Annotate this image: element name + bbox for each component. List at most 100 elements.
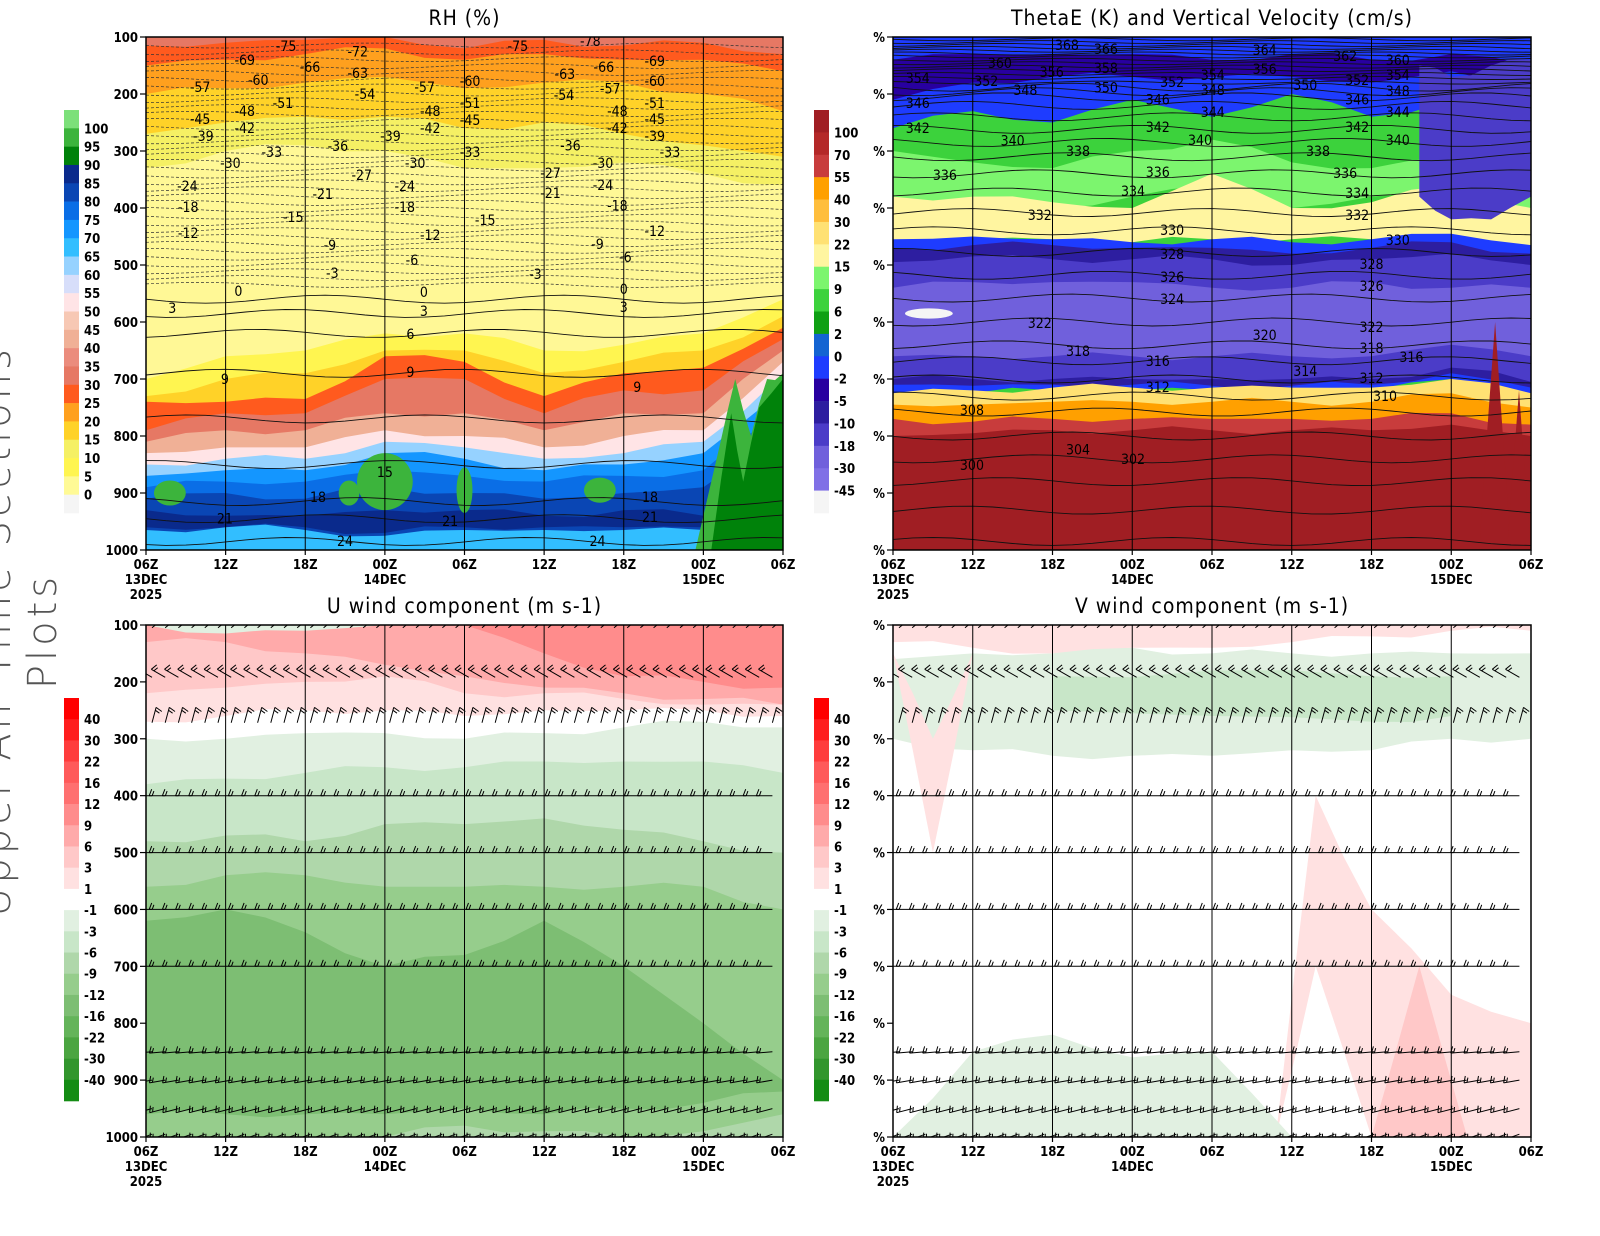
wind-barb [521, 706, 532, 723]
contour-label: -60 [645, 74, 666, 90]
y-tick-label: 700 [114, 373, 138, 388]
wind-barb [1136, 625, 1141, 629]
wind-barb [507, 706, 519, 723]
wind-barb [898, 706, 910, 723]
wind-barb [1505, 664, 1520, 678]
wind-barb [1479, 625, 1484, 629]
wind-barb [1241, 706, 1253, 723]
colorbar-label: 1 [834, 883, 842, 898]
wind-barb [349, 625, 355, 629]
wind-barb [705, 664, 720, 678]
wind-barb [1226, 1105, 1243, 1114]
y-tick-label: % [873, 430, 885, 445]
colorbar-swatch [64, 846, 79, 868]
contour-label: 322 [1028, 316, 1052, 332]
wind-barb [613, 706, 625, 723]
wind-barb [241, 1105, 258, 1114]
contour-label: -18 [178, 200, 199, 216]
wind-barb [428, 625, 434, 629]
isotherm-line-dashed [146, 42, 783, 49]
contour-label: -48 [607, 104, 628, 120]
wind-barb [938, 706, 949, 723]
wind-barb [1279, 1105, 1296, 1114]
colorbar-swatch [814, 1037, 829, 1059]
wind-barb [452, 1105, 469, 1114]
isotherm-line-dashed [146, 124, 783, 131]
wind-barb [1004, 706, 1015, 723]
wind-barb [373, 1105, 390, 1114]
wind-barb [1228, 625, 1234, 629]
wind-barb [719, 706, 730, 723]
wind-barb [1255, 625, 1260, 629]
wind-barb [1214, 664, 1230, 678]
x-tick-label: 12Z [960, 1145, 985, 1160]
wind-barb [1466, 625, 1471, 629]
contour-label: -30 [220, 156, 241, 172]
wind-barb [310, 625, 315, 629]
wind-barb [1491, 664, 1507, 678]
contour-label: -21 [540, 186, 561, 202]
wind-barb [1083, 706, 1094, 723]
contour-label: 0 [234, 284, 242, 300]
wind-barb [1426, 706, 1438, 723]
colorbar-label: -16 [834, 1010, 855, 1025]
colorbar-swatch [64, 910, 79, 932]
wind-barb [1015, 1105, 1032, 1114]
wind-barb [1334, 706, 1345, 723]
colorbar-label: -9 [834, 968, 847, 983]
wind-barb [1400, 625, 1405, 629]
colorbar-swatch [64, 1058, 79, 1081]
x-tick-label: 18Z [293, 1145, 318, 1160]
wind-barb [191, 625, 196, 629]
wind-barb [935, 1105, 952, 1114]
wind-barb [151, 706, 163, 723]
wind-barb [1056, 664, 1071, 678]
wind-barb [335, 664, 351, 678]
colorbar-label: 3 [834, 862, 842, 877]
wind-barb [1175, 664, 1190, 678]
contour-label: -57 [600, 81, 621, 97]
isotherm-line-dashed [146, 165, 783, 172]
wind-barb [1503, 1105, 1520, 1114]
wind-barb [571, 1105, 588, 1114]
wind-barb [652, 664, 668, 678]
contour-label: 362 [1333, 49, 1357, 65]
wind-barb [677, 1105, 694, 1114]
colorbar-swatch [64, 256, 79, 276]
wind-barb [1096, 625, 1102, 629]
wind-barb [624, 1105, 641, 1114]
chart-title: ThetaE (K) and Vertical Velocity (cm/s) [1010, 6, 1413, 30]
wind-barb [922, 1105, 939, 1114]
wind-barb [1437, 1105, 1454, 1114]
isotherm-line-dashed [146, 275, 783, 281]
wind-barb [494, 625, 500, 629]
wind-barb [1478, 664, 1494, 678]
wind-barb [977, 706, 989, 723]
colorbar-label: -45 [834, 485, 855, 500]
colorbar-swatch [64, 804, 79, 826]
contour-label: -15 [475, 213, 496, 229]
contour-label: -24 [177, 179, 198, 195]
contour-label: 3 [620, 300, 628, 316]
wind-barb [362, 706, 374, 723]
x-tick-label: 12Z [532, 1145, 557, 1160]
wind-barb [665, 664, 681, 678]
contour-label: -57 [414, 80, 435, 96]
wind-barb [1426, 625, 1432, 629]
colorbar-label: 5 [84, 470, 92, 485]
colorbar-label: -3 [834, 925, 847, 940]
colorbar-swatch [814, 333, 829, 357]
wind-barb [468, 706, 479, 723]
colorbar-swatch [814, 401, 829, 424]
colorbar-swatch [814, 910, 829, 932]
y-tick-label: % [873, 790, 885, 805]
wind-barb [1252, 1105, 1269, 1114]
isotherm-line-dashed [146, 186, 783, 193]
wind-barb [950, 664, 966, 678]
wind-barb [1439, 625, 1445, 629]
colorbar-swatch [814, 1079, 829, 1102]
wind-barb [925, 625, 930, 629]
contour-label: 314 [1293, 364, 1317, 380]
wind-barb [560, 664, 575, 678]
wind-barb [613, 625, 619, 629]
